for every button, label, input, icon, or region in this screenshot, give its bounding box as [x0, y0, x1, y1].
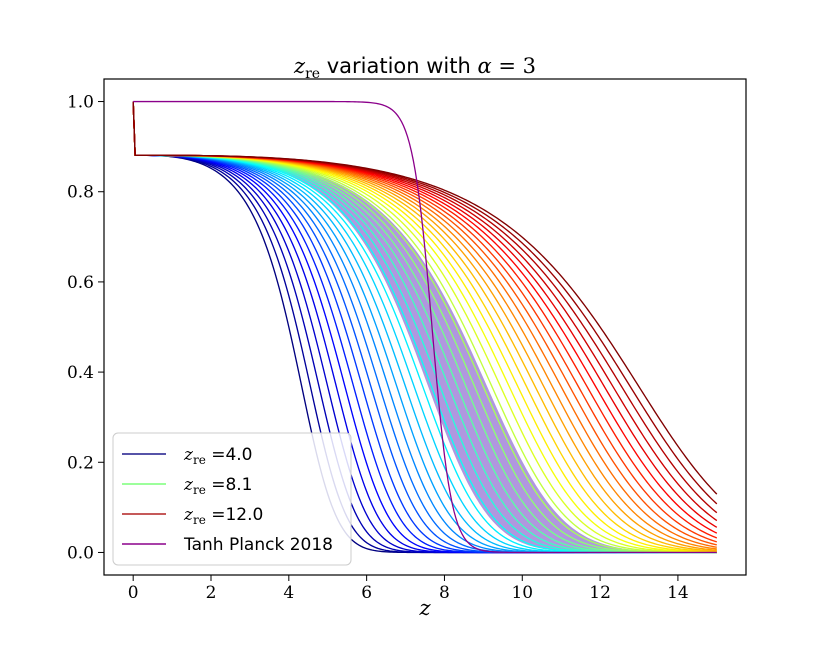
legend-label: zre =8.1 [183, 475, 253, 497]
legend-label: zre =4.0 [183, 445, 253, 467]
x-tick-label: 6 [361, 583, 372, 603]
x-axis-ticks: 0 2 4 6 8 10 12 14 [128, 575, 689, 603]
planck-curve [133, 100, 717, 554]
x-tick-label: 10 [511, 583, 533, 603]
y-axis-ticks: 0.0 0.2 0.4 0.6 0.8 1.0 [67, 93, 104, 563]
legend: zre =4.0 zre =8.1 zre =12.0 Tanh Planck 201… [112, 432, 352, 566]
x-tick-label: 12 [589, 583, 611, 603]
chart-title: zre variation with α = 3 [293, 54, 536, 82]
y-tick-label: 0.0 [67, 543, 94, 563]
x-tick-label: 4 [283, 583, 294, 603]
x-tick-label: 14 [667, 583, 689, 603]
legend-box [112, 432, 352, 566]
x-tick-label: 8 [439, 583, 450, 603]
legend-label: Tanh Planck 2018 [183, 535, 333, 555]
y-tick-label: 0.8 [67, 183, 94, 203]
family-curve [132, 101, 718, 495]
y-tick-label: 0.6 [67, 273, 94, 293]
x-tick-label: 0 [128, 583, 139, 603]
plot-frame [103, 78, 747, 576]
y-tick-label: 0.2 [67, 453, 94, 473]
y-tick-label: 1.0 [67, 93, 94, 113]
legend-label: zre =12.0 [183, 505, 263, 527]
x-tick-label: 2 [206, 583, 217, 603]
x-axis-label: z [418, 596, 431, 620]
planck-curve-layer [133, 100, 717, 554]
y-tick-label: 0.4 [67, 363, 94, 383]
